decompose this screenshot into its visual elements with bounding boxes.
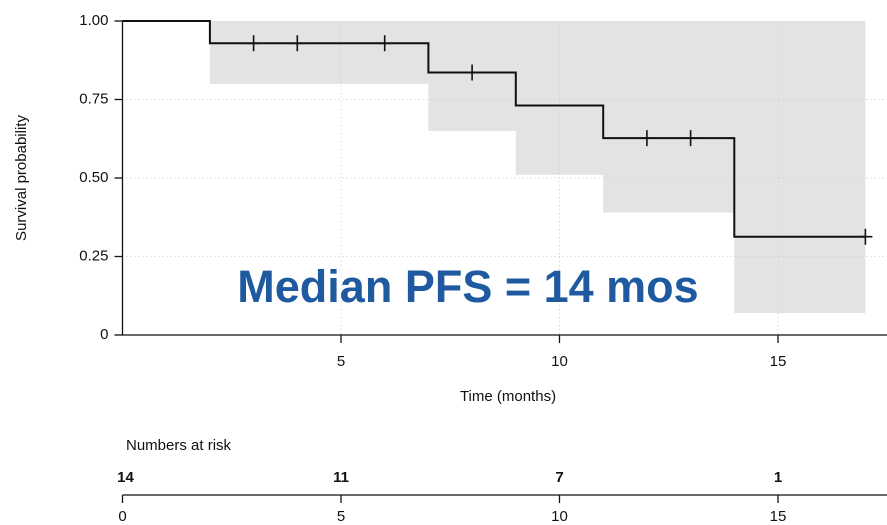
- risk-tick-label: 0: [118, 508, 126, 525]
- censor-mark: [377, 35, 392, 52]
- y-tick-label: 0.25: [79, 247, 108, 264]
- x-tick-label: 5: [337, 353, 345, 370]
- y-tick-label: 0.50: [79, 169, 108, 186]
- censor-mark: [639, 130, 654, 147]
- risk-count: 14: [117, 469, 134, 486]
- survival-curve: [122, 20, 866, 238]
- x-tick-label: 15: [770, 353, 787, 370]
- censor-mark: [683, 130, 698, 147]
- risk-tick-label: 5: [337, 508, 345, 525]
- risk-count: 1: [774, 469, 782, 486]
- censor-mark: [246, 35, 261, 52]
- y-tick-label: 1.00: [79, 12, 108, 29]
- confidence-band: [734, 21, 866, 314]
- censor-mark: [465, 64, 480, 81]
- y-axis-label: Survival probability: [13, 115, 30, 241]
- confidence-band: [209, 21, 429, 84]
- x-tick-label: 10: [551, 353, 568, 370]
- confidence-band: [603, 21, 735, 213]
- annotation: Median PFS = 14 mos: [237, 261, 698, 312]
- x-axis-label: Time (months): [460, 388, 556, 405]
- y-tick-label: 0: [100, 326, 108, 343]
- risk-count: 11: [333, 469, 349, 486]
- censor-mark: [290, 35, 305, 52]
- risk-count: 7: [555, 469, 563, 486]
- risk-tick-label: 10: [551, 508, 568, 525]
- y-tick-label: 0.75: [79, 90, 108, 107]
- censor-mark: [858, 228, 873, 245]
- risk-table-title: Numbers at risk: [126, 437, 232, 454]
- risk-tick-label: 15: [770, 508, 787, 525]
